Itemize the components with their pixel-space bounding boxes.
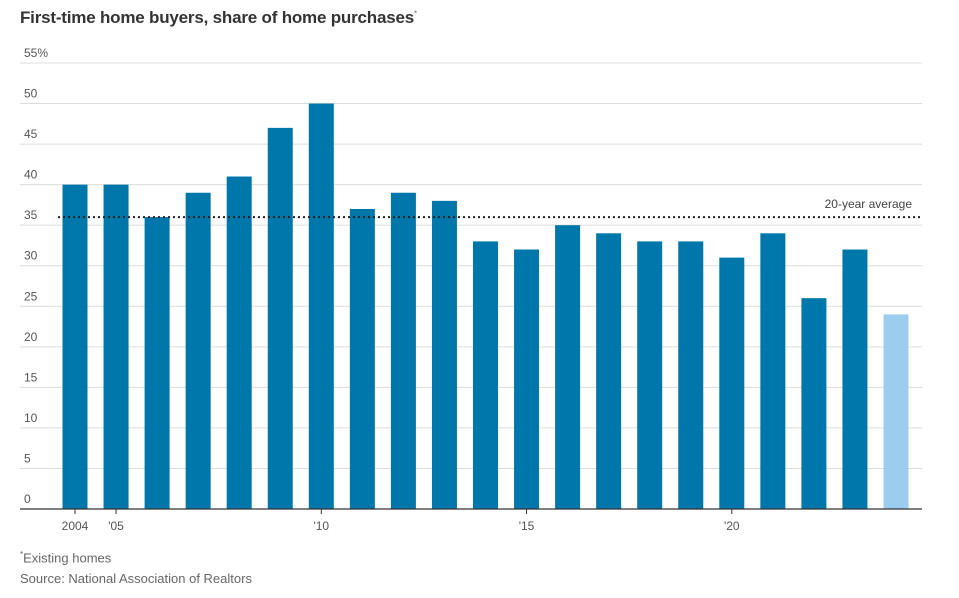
footnote-marker: *	[20, 550, 24, 559]
bar-2015	[514, 249, 540, 509]
bar-2024	[883, 314, 909, 509]
bar-2012	[390, 192, 416, 509]
y-tick-label-25: 25	[24, 289, 38, 303]
y-tick-label-35: 35	[24, 208, 38, 222]
bar-2004	[62, 184, 88, 510]
y-tick-label-15: 15	[24, 370, 38, 384]
bar-2016	[555, 225, 581, 509]
bar-2006	[144, 217, 170, 509]
bar-2014	[473, 241, 498, 509]
x-tick-label-2020: '20	[724, 519, 740, 533]
y-tick-label-0: 0	[24, 492, 31, 506]
x-tick-label-2015: '15	[519, 519, 535, 533]
x-tick-label-2004: 2004	[62, 519, 89, 533]
y-tick-label-5: 5	[24, 451, 31, 465]
bar-2007	[185, 192, 211, 509]
bar-2008	[226, 176, 252, 509]
bar-2018	[637, 241, 663, 509]
reference-line-label: 20-year average	[825, 197, 913, 211]
y-tick-label-20: 20	[24, 330, 38, 344]
bar-2023	[842, 249, 868, 509]
y-tick-label-55: 55%	[24, 46, 48, 60]
y-tick-label-10: 10	[24, 411, 38, 425]
bar-2019	[678, 241, 704, 509]
y-tick-label-30: 30	[24, 249, 38, 263]
bar-2010	[308, 103, 334, 509]
footnote: *Existing homes	[20, 550, 111, 565]
bar-2005	[103, 184, 129, 510]
chart-title: First-time home buyers, share of home pu…	[20, 8, 417, 28]
bar-2013	[431, 200, 457, 509]
x-tick-label-2010: '10	[313, 519, 329, 533]
chart-title-text: First-time home buyers, share of home pu…	[20, 8, 414, 27]
y-tick-label-45: 45	[24, 127, 38, 141]
x-tick-label-2005: '05	[108, 519, 124, 533]
bar-2011	[349, 208, 375, 510]
bar-2022	[801, 298, 827, 509]
title-footnote-marker: *	[414, 9, 417, 19]
source-note: Source: National Association of Realtors	[20, 571, 252, 586]
bar-2020	[719, 257, 745, 509]
bar-2021	[760, 233, 786, 510]
y-tick-label-40: 40	[24, 168, 38, 182]
bar-2009	[267, 127, 293, 509]
footnote-text: Existing homes	[23, 550, 112, 566]
bar-2017	[596, 233, 622, 510]
y-tick-label-50: 50	[24, 87, 38, 101]
